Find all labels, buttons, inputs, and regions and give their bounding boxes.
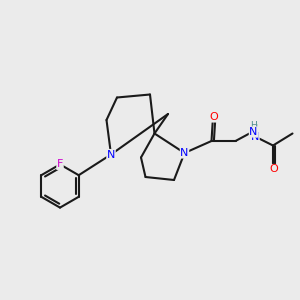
Text: O: O [270,164,279,175]
Text: H: H [250,121,257,130]
Text: H: H [251,124,259,134]
Text: N: N [107,149,115,160]
Text: F: F [57,159,63,170]
Text: N: N [180,148,189,158]
Text: N: N [249,127,258,137]
Text: N: N [251,131,259,142]
Text: O: O [210,112,219,122]
